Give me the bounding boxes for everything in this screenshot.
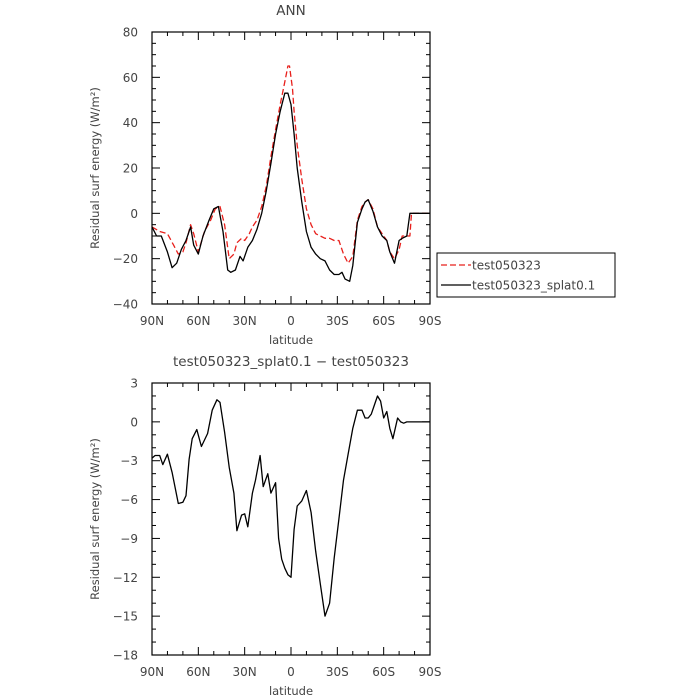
y-tick-label: 40 (123, 116, 138, 130)
y-axis-label: Residual surf energy (W/m²) (88, 87, 102, 249)
x-axis-label: latitude (269, 684, 313, 698)
legend-box (436, 252, 616, 298)
x-tick-label: 60N (186, 665, 210, 679)
x-tick-label: 90S (419, 314, 442, 328)
x-tick-label: 30S (326, 314, 349, 328)
y-tick-label: 20 (123, 162, 138, 176)
series-line-0 (151, 395, 430, 617)
x-tick-label: 90N (140, 665, 164, 679)
series-line-1 (151, 92, 430, 282)
x-tick-label: 30N (233, 314, 257, 328)
y-tick-label: 0 (130, 415, 138, 429)
legend: test050323 test050323_splat0.1 (436, 252, 616, 298)
y-tick-label: 3 (130, 377, 138, 391)
y-tick-label: −20 (113, 252, 138, 266)
y-tick-label: −12 (113, 571, 138, 585)
chart-title: ANN (276, 3, 305, 19)
y-tick-label: 60 (123, 71, 138, 85)
series-line-0 (151, 65, 430, 264)
y-tick-label: −6 (120, 493, 138, 507)
y-tick-label: −9 (120, 532, 138, 546)
y-tick-label: −18 (113, 649, 138, 663)
x-tick-label: 0 (287, 665, 295, 679)
y-axis-label: Residual surf energy (W/m²) (88, 438, 102, 600)
y-tick-label: 80 (123, 26, 138, 40)
y-tick-label: −3 (120, 454, 138, 468)
x-tick-label: 60N (186, 314, 210, 328)
x-tick-label: 30S (326, 665, 349, 679)
legend-label: test050323_splat0.1 (472, 279, 595, 293)
plot-frame (151, 382, 431, 656)
x-tick-label: 90S (419, 665, 442, 679)
y-tick-label: −40 (113, 298, 138, 312)
y-tick-label: −15 (113, 610, 138, 624)
annual-residual-energy-chart: ANN 90N 60N 30N 0 30S 60S 90S −40 −20 0 20 40 60 80 lat… (88, 3, 616, 347)
chart-title: test050323_splat0.1 − test050323 (173, 354, 409, 370)
x-axis-label: latitude (269, 333, 313, 347)
x-tick-label: 0 (287, 314, 295, 328)
y-tick-label: 0 (130, 207, 138, 221)
x-tick-label: 90N (140, 314, 164, 328)
x-tick-label: 60S (372, 314, 395, 328)
legend-label: test050323 (472, 259, 541, 273)
x-tick-label: 60S (372, 665, 395, 679)
x-tick-label: 30N (233, 665, 257, 679)
